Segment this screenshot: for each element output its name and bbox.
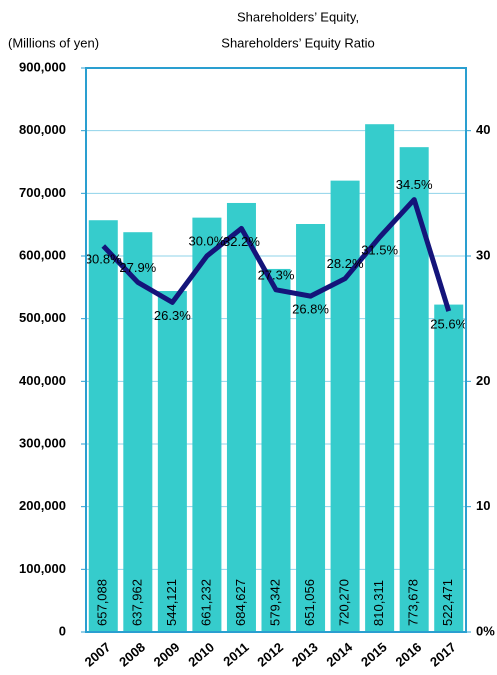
- line-value-label: 26.3%: [154, 308, 191, 323]
- bar-value-label: 661,232: [198, 579, 213, 626]
- chart-subtitle: Shareholders’ Equity Ratio: [221, 35, 374, 50]
- y-tick-label: 800,000: [19, 122, 66, 137]
- y-tick-label: 500,000: [19, 310, 66, 325]
- y2-tick-label: 30: [476, 247, 490, 262]
- y2-tick-label: 20: [476, 373, 490, 388]
- x-tick-label: 2012: [254, 639, 286, 669]
- x-tick-label: 2007: [82, 639, 114, 669]
- y2-tick-label: 0%: [476, 623, 495, 638]
- plot-frame: [85, 67, 467, 633]
- line-value-label: 34.5%: [396, 177, 433, 192]
- y2-tick-label: 10: [476, 498, 490, 513]
- x-tick-label: 2011: [220, 639, 251, 669]
- bar-value-label: 637,962: [129, 579, 144, 626]
- x-tick-label: 2014: [323, 639, 355, 670]
- line-value-label: 30.8%: [85, 251, 122, 266]
- line: [101, 197, 452, 312]
- bar: [226, 202, 256, 632]
- line-value-label: 25.6%: [430, 317, 467, 332]
- bar: [88, 220, 118, 632]
- x-tick-label: 2008: [116, 639, 148, 669]
- bar-value-label: 773,678: [406, 579, 421, 626]
- y-tick-label: 200,000: [19, 498, 66, 513]
- bar: [261, 268, 291, 632]
- bar-value-label: 522,471: [440, 579, 455, 626]
- y-tick-label: 600,000: [19, 247, 66, 262]
- line-value-label: 28.2%: [327, 256, 364, 271]
- y-tick-label: 300,000: [19, 435, 66, 450]
- bar: [157, 291, 187, 632]
- line-value-label: 30.0%: [188, 233, 225, 248]
- bar: [365, 124, 395, 632]
- bar-value-label: 579,342: [267, 579, 282, 626]
- bar: [192, 217, 222, 633]
- bar-value-label: 657,088: [95, 579, 110, 626]
- x-tick-label: 2015: [358, 639, 390, 669]
- y-axis-label: (Millions of yen): [8, 35, 99, 50]
- y-tick-label: 700,000: [19, 185, 66, 200]
- line-value-label: 26.8%: [292, 302, 329, 317]
- bar: [399, 147, 429, 632]
- line-value-label: 31.5%: [361, 243, 398, 258]
- y-tick-label: 900,000: [19, 59, 66, 74]
- bar-value-label: 651,056: [302, 579, 317, 626]
- x-tick-label: 2013: [289, 639, 321, 669]
- bar-value-label: 544,121: [164, 579, 179, 626]
- y2-tick-label: 40: [476, 122, 490, 137]
- bar: [123, 232, 153, 632]
- line-value-label: 27.9%: [119, 260, 156, 275]
- x-tick-label: 2016: [393, 639, 425, 669]
- bar: [296, 224, 326, 632]
- bar-value-label: 810,311: [371, 580, 386, 626]
- line-value-label: 27.3%: [258, 267, 295, 282]
- line-value-label: 32.2%: [223, 234, 260, 249]
- x-tick-label: 2017: [427, 639, 459, 669]
- x-tick-label: 2009: [151, 639, 183, 669]
- chart-title: Shareholders’ Equity,: [237, 9, 359, 24]
- bar-value-label: 684,627: [233, 579, 248, 626]
- bar: [330, 180, 360, 632]
- y-tick-label: 400,000: [19, 373, 66, 388]
- bar-value-label: 720,270: [337, 579, 352, 626]
- y-tick-label: 0: [59, 623, 66, 638]
- y-tick-label: 100,000: [19, 561, 66, 576]
- bar: [434, 304, 464, 632]
- x-tick-label: 2010: [185, 639, 217, 669]
